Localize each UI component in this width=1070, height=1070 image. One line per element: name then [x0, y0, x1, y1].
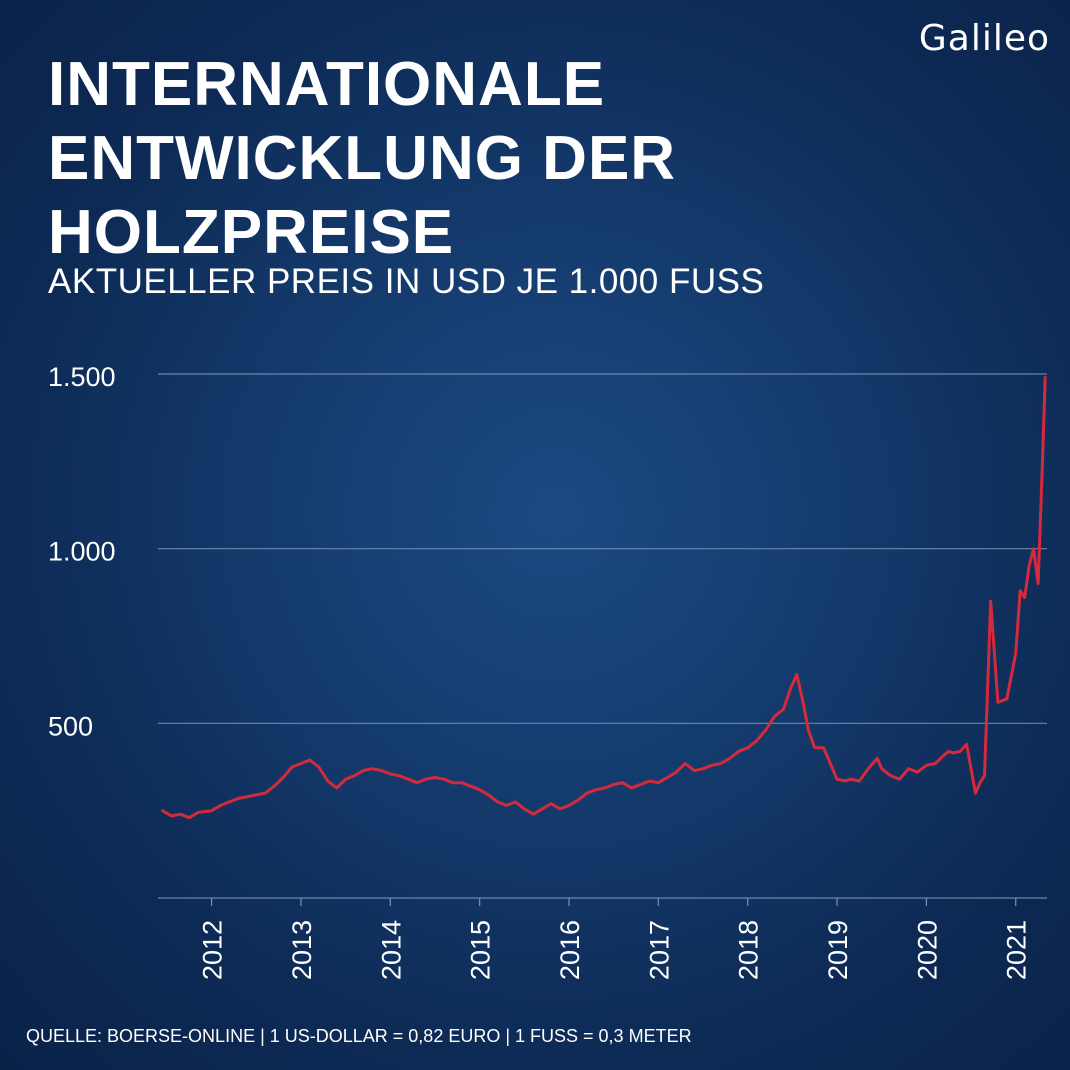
y-tick-label: 1.000	[48, 537, 116, 567]
x-tick-label: 2012	[198, 920, 228, 980]
title-line-1: INTERNATIONALE	[48, 50, 606, 119]
x-tick-label: 2015	[466, 920, 496, 980]
price-series-line	[161, 376, 1047, 820]
source-note: QUELLE: BOERSE-ONLINE | 1 US-DOLLAR = 0,…	[26, 1026, 692, 1046]
x-tick-label: 2021	[1002, 920, 1032, 980]
x-tick-label: 2019	[823, 920, 853, 980]
title-line-2: ENTWICKLUNG DER	[48, 124, 677, 193]
chart-subtitle: AKTUELLER PREIS IN USD JE 1.000 FUSS	[48, 262, 765, 301]
x-tick-label: 2017	[644, 920, 674, 980]
x-tick-label: 2020	[912, 920, 942, 980]
x-tick-label: 2018	[734, 920, 764, 980]
y-tick-label: 500	[48, 711, 93, 741]
x-tick-label: 2016	[555, 920, 585, 980]
y-tick-label: 1.500	[48, 362, 116, 392]
chart-title: INTERNATIONALE ENTWICKLUNG DER HOLZPREIS…	[48, 48, 676, 270]
galileo-logo: Galileo	[918, 18, 1050, 59]
title-line-3: HOLZPREISE	[48, 198, 455, 267]
x-tick-label: 2013	[287, 920, 317, 980]
x-tick-label: 2014	[376, 920, 406, 980]
